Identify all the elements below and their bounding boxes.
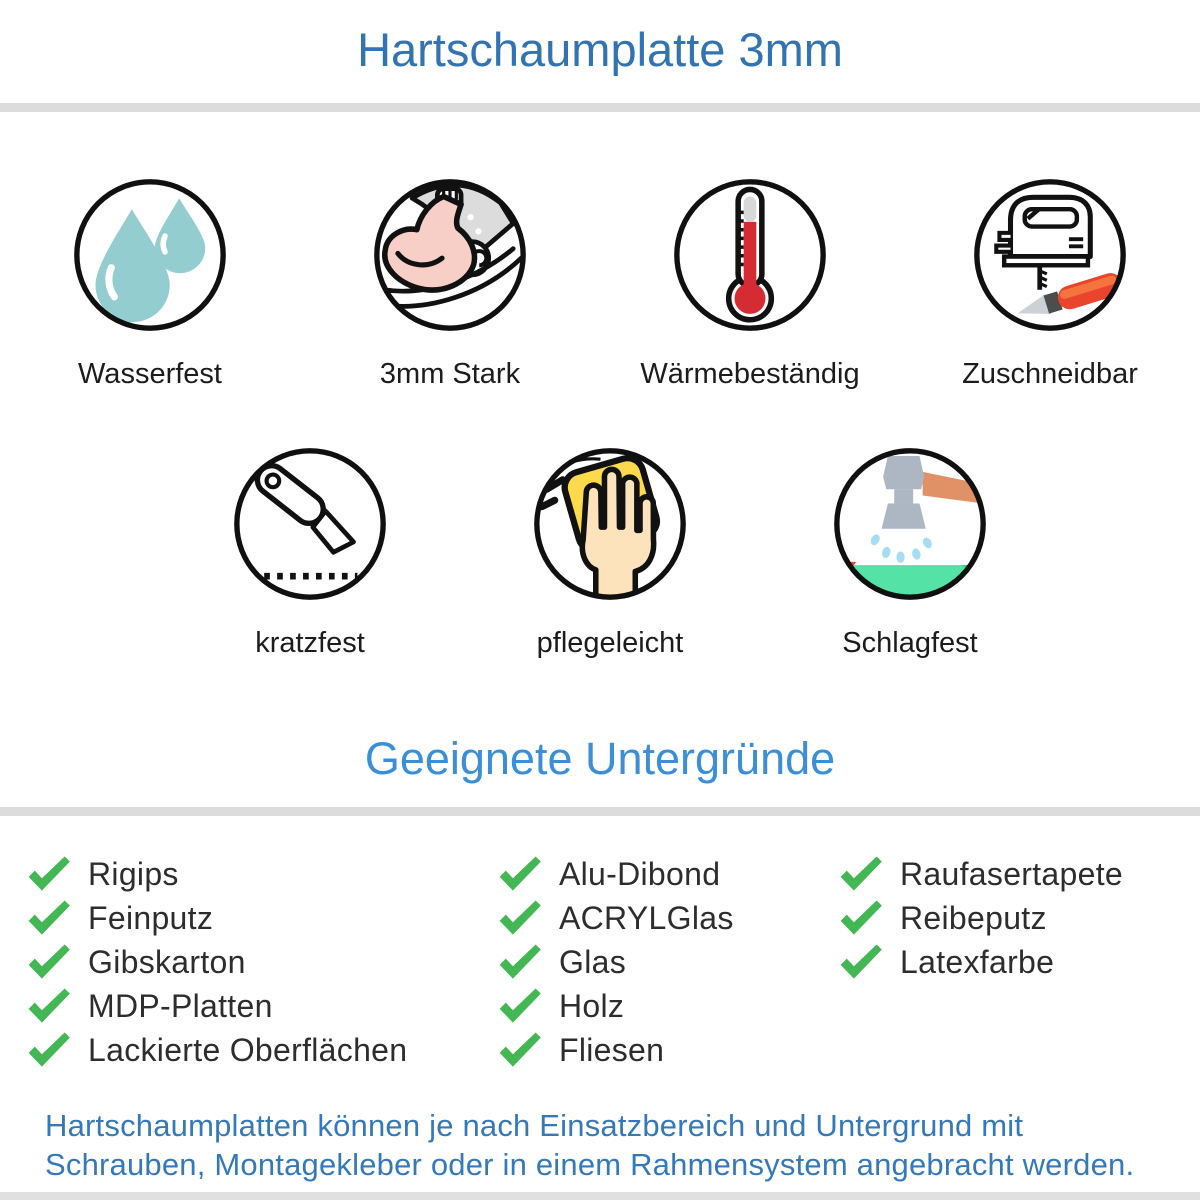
feature-label: Wärmebeständig [640,358,860,390]
divider-bottom [0,1192,1200,1200]
divider-middle [0,807,1200,816]
substrate-item: MDP-Platten [26,984,407,1028]
mounting-note-line1: Hartschaumplatten können je nach Einsatz… [45,1108,1024,1143]
check-icon [499,856,541,891]
check-icon [499,1032,541,1067]
substrate-item: Holz [497,984,734,1028]
check-icon [28,900,70,935]
substrate-label: Reibeputz [900,899,1047,936]
check-icon [499,988,541,1023]
substrate-item: Glas [497,940,734,984]
substrate-item: Latexfarbe [838,940,1123,984]
mounting-note-line2: Schrauben, Montagekleber oder in einem R… [45,1147,1135,1182]
substrate-label: Feinputz [88,899,214,936]
substrate-item: Alu-Dibond [497,852,734,896]
feature-3mm-stark: 3mm Stark [300,176,600,391]
substrate-label: Raufasertapete [900,855,1124,892]
substrate-label: Alu-Dibond [559,855,721,892]
check-icon [28,988,70,1023]
feature-label: kratzfest [255,627,365,659]
feature-zuschneidbar: Zuschneidbar [900,176,1200,391]
substrate-label: Holz [559,987,625,1024]
check-icon [840,944,882,979]
substrate-label: ACRYLGlas [559,899,734,936]
substrates-column-2: Alu-Dibond ACRYLGlas Glas Holz Fliesen [497,852,734,1072]
check-icon [499,944,541,979]
substrate-label: MDP-Platten [88,987,273,1024]
substrate-item: ACRYLGlas [497,896,734,940]
utility-knife-icon [231,445,389,603]
substrate-item: Feinputz [26,896,407,940]
substrate-label: Rigips [88,855,179,892]
substrate-item: Reibeputz [838,896,1123,940]
feature-label: pflegeleicht [536,627,684,659]
substrate-item: Fliesen [497,1028,734,1072]
substrate-item: Lackierte Oberflächen [26,1028,407,1072]
jigsaw-cutter-icon [971,176,1129,334]
feature-kratzfest: kratzfest [160,445,460,660]
hammer-icon [831,445,989,603]
substrate-item: Raufasertapete [838,852,1123,896]
muscle-arm-icon [371,176,529,334]
substrates-column-3: Raufasertapete Reibeputz Latexfarbe [838,852,1123,984]
substrate-label: Lackierte Oberflächen [88,1031,408,1068]
feature-label: 3mm Stark [379,358,521,390]
feature-waermebestaendig: Wärmebeständig [600,176,900,391]
substrates-column-1: Rigips Feinputz Gibskarton MDP-Platten L… [26,852,407,1072]
features-row-1: Wasserfest [0,176,1200,391]
feature-label: Zuschneidbar [962,358,1138,390]
substrate-label: Fliesen [559,1031,665,1068]
substrate-label: Gibskarton [88,943,246,980]
substrate-label: Glas [559,943,626,980]
check-icon [840,900,882,935]
substrate-item: Gibskarton [26,940,407,984]
check-icon [28,944,70,979]
feature-label: Schlagfest [842,627,978,659]
check-icon [840,856,882,891]
feature-schlagfest: Schlagfest [760,445,1060,660]
substrates-heading: Geeignete Untergründe [364,733,836,784]
features-row-2: kratzfest pflegeleicht [160,445,1060,660]
feature-pflegeleicht: pflegeleicht [460,445,760,660]
thermometer-icon [671,176,829,334]
check-icon [28,856,70,891]
feature-wasserfest: Wasserfest [0,176,300,391]
check-icon [499,900,541,935]
hand-cloth-icon [531,445,689,603]
substrate-item: Rigips [26,852,407,896]
mounting-note: Hartschaumplatten können je nach Einsatz… [45,1106,1180,1184]
page-title: Hartschaumplatte 3mm [357,23,843,76]
substrate-label: Latexfarbe [900,943,1055,980]
divider-top [0,103,1200,112]
check-icon [28,1032,70,1067]
substrates-list: Rigips Feinputz Gibskarton MDP-Platten L… [0,852,1200,1082]
water-drops-icon [71,176,229,334]
feature-label: Wasserfest [78,358,222,390]
